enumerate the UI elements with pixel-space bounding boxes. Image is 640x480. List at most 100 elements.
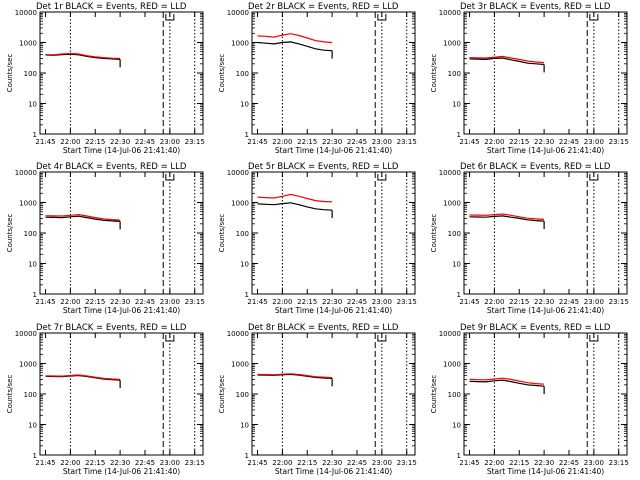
y-axis-label: Counts/sec <box>6 54 14 93</box>
series-line-events <box>469 57 545 66</box>
series-line-lld <box>469 377 545 385</box>
series-line-events <box>45 215 121 222</box>
chart-title: Det 8r BLACK = Events, RED = LLD <box>248 323 399 333</box>
chart-title: Det 5r BLACK = Events, RED = LLD <box>248 162 399 172</box>
x-tick-label: 21:45 <box>247 459 267 467</box>
series-line-lld <box>257 373 333 379</box>
chart-title: Det 1r BLACK = Events, RED = LLD <box>36 2 187 12</box>
x-axis-label: Start Time (14-Jul-06 21:41:40) <box>63 306 180 315</box>
chart-title: Det 6r BLACK = Events, RED = LLD <box>460 162 611 172</box>
x-tick-label: 22:00 <box>272 459 292 467</box>
detector-chart-8: Det 8r BLACK = Events, RED = LLD 1 10 100 10… <box>218 323 417 476</box>
y-tick-label: 10000 <box>439 330 461 338</box>
plot-frame <box>251 171 416 295</box>
x-axis-label: Start Time (14-Jul-06 21:41:40) <box>63 467 180 476</box>
top-bracket-marker <box>377 174 387 181</box>
x-tick-label: 23:15 <box>609 298 629 306</box>
top-bracket-marker <box>589 14 599 21</box>
x-tick-label: 22:15 <box>509 298 529 306</box>
y-axis-label: Counts/sec <box>218 375 226 414</box>
x-tick-label: 21:45 <box>459 138 479 146</box>
detector-chart-3: Det 3r BLACK = Events, RED = LLD 1 10 100 10… <box>430 2 629 155</box>
y-tick-label: 10000 <box>15 9 37 17</box>
x-tick-label: 22:30 <box>322 138 342 146</box>
top-bracket-marker <box>589 335 599 342</box>
x-tick-label: 22:30 <box>110 459 130 467</box>
x-tick-label: 23:00 <box>160 459 180 467</box>
x-tick-label: 21:45 <box>35 138 55 146</box>
series-line-lld <box>469 213 545 220</box>
x-tick-label: 23:15 <box>185 138 205 146</box>
plot-frame <box>463 332 628 456</box>
plot-frame <box>251 332 416 456</box>
detector-chart-7: Det 7r BLACK = Events, RED = LLD 1 10 100 10… <box>6 323 205 476</box>
plot-frame <box>251 11 416 135</box>
series-line-lld <box>257 33 333 44</box>
y-tick-label: 10000 <box>227 330 249 338</box>
y-tick-label: 1000 <box>19 40 37 48</box>
y-tick-label: 100 <box>24 391 37 399</box>
y-tick-label: 10000 <box>439 169 461 177</box>
x-tick-label: 23:00 <box>584 298 604 306</box>
y-tick-label: 10 <box>240 261 249 269</box>
y-tick-label: 1 <box>457 452 461 460</box>
x-tick-label: 23:15 <box>397 298 417 306</box>
y-tick-label: 1 <box>457 291 461 299</box>
top-bracket-marker <box>589 174 599 181</box>
x-tick-label: 22:15 <box>509 138 529 146</box>
y-tick-label: 100 <box>448 230 461 238</box>
plot-frame <box>39 11 204 135</box>
x-tick-label: 22:45 <box>347 459 367 467</box>
y-tick-label: 1000 <box>231 361 249 369</box>
plot-frame <box>39 171 204 295</box>
x-tick-label: 23:00 <box>372 298 392 306</box>
x-tick-label: 23:00 <box>160 138 180 146</box>
x-tick-label: 22:45 <box>347 298 367 306</box>
x-tick-label: 22:00 <box>484 459 504 467</box>
x-tick-label: 23:00 <box>584 459 604 467</box>
y-tick-label: 1 <box>245 291 249 299</box>
y-tick-label: 10 <box>452 261 461 269</box>
detector-chart-5: Det 5r BLACK = Events, RED = LLD 1 10 100 10… <box>218 162 417 315</box>
x-tick-label: 22:00 <box>272 138 292 146</box>
series-line-lld <box>45 374 121 380</box>
series-line-lld <box>469 55 545 64</box>
y-tick-label: 100 <box>24 230 37 238</box>
x-tick-label: 22:45 <box>559 138 579 146</box>
x-tick-label: 23:00 <box>160 298 180 306</box>
y-tick-label: 100 <box>236 391 249 399</box>
y-tick-label: 1000 <box>19 361 37 369</box>
x-tick-label: 23:15 <box>185 298 205 306</box>
series-line-lld <box>257 193 333 203</box>
detector-chart-6: Det 6r BLACK = Events, RED = LLD 1 10 100 10… <box>430 162 629 315</box>
x-tick-label: 21:45 <box>247 138 267 146</box>
top-bracket-marker <box>377 335 387 342</box>
x-tick-label: 22:45 <box>347 138 367 146</box>
y-tick-label: 10 <box>28 261 37 269</box>
detector-chart-4: Det 4r BLACK = Events, RED = LLD 1 10 100 10… <box>6 162 205 315</box>
x-tick-label: 22:30 <box>534 138 554 146</box>
x-tick-label: 22:45 <box>135 459 155 467</box>
x-tick-label: 23:00 <box>372 459 392 467</box>
y-tick-label: 10 <box>452 422 461 430</box>
x-axis-label: Start Time (14-Jul-06 21:41:40) <box>487 146 604 155</box>
x-axis-label: Start Time (14-Jul-06 21:41:40) <box>487 306 604 315</box>
plot-frame <box>463 171 628 295</box>
x-tick-label: 22:30 <box>110 298 130 306</box>
y-tick-label: 1000 <box>19 200 37 208</box>
y-tick-label: 10000 <box>439 9 461 17</box>
x-tick-label: 21:45 <box>247 298 267 306</box>
detector-chart-9: Det 9r BLACK = Events, RED = LLD 1 10 100 10… <box>430 323 629 476</box>
top-bracket-marker <box>377 14 387 21</box>
y-tick-label: 100 <box>448 70 461 78</box>
detector-chart-2: Det 2r BLACK = Events, RED = LLD 1 10 100 10… <box>218 2 417 155</box>
x-tick-label: 22:30 <box>322 459 342 467</box>
x-axis-label: Start Time (14-Jul-06 21:41:40) <box>275 146 392 155</box>
y-tick-label: 10 <box>452 101 461 109</box>
x-tick-label: 22:15 <box>509 459 529 467</box>
y-tick-label: 1000 <box>443 200 461 208</box>
series-line-lld <box>45 213 121 221</box>
x-tick-label: 21:45 <box>459 298 479 306</box>
x-tick-label: 23:15 <box>609 459 629 467</box>
plot-frame <box>39 332 204 456</box>
